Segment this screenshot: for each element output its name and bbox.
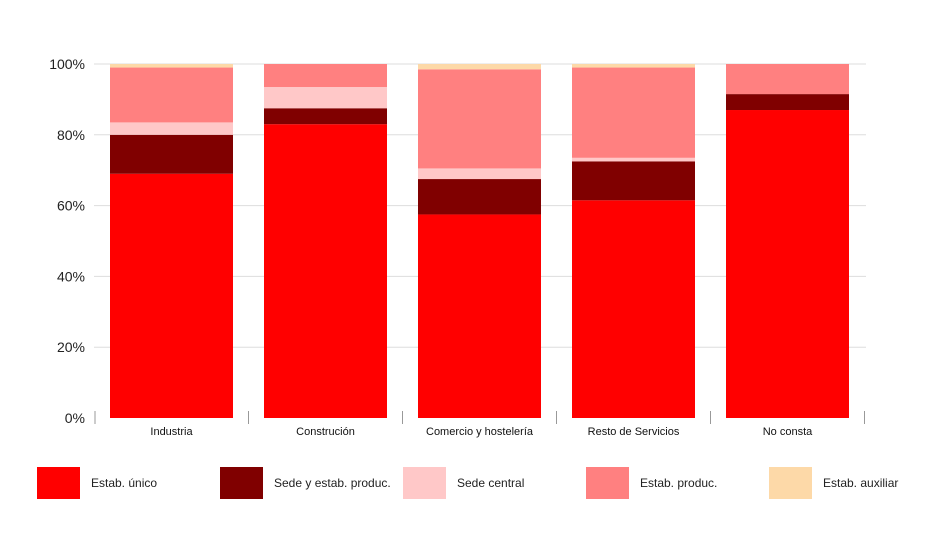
y-tick-label-2: 40% bbox=[57, 268, 85, 284]
x-axis: Industria Construción Comercio y hostelerí… bbox=[94, 411, 865, 438]
legend-label-estab-produc: Estab. produc. bbox=[640, 476, 717, 490]
bar-industria-estab-unico bbox=[110, 173, 233, 418]
bar-resto-de-servicios-estab-unico bbox=[572, 200, 695, 418]
bar-construcion-estab-produc bbox=[264, 64, 387, 88]
x-tick-label-construcion: Construción bbox=[296, 426, 355, 438]
y-tick-label-3: 60% bbox=[57, 198, 85, 214]
bar-industria-sede-y-estab-produc bbox=[110, 134, 233, 174]
bar-no-consta-estab-unico bbox=[726, 110, 849, 419]
bar-comercio-y-hosteleria-sede-central bbox=[418, 168, 541, 180]
legend-swatch-sede-y-estab-produc bbox=[220, 467, 263, 499]
bar-no-consta-sede-y-estab-produc bbox=[726, 94, 849, 111]
bar-construcion-estab-unico bbox=[264, 124, 387, 419]
x-tick-label-comercio-y-hosteleria: Comercio y hostelería bbox=[426, 426, 534, 438]
bar-industria-estab-auxiliar bbox=[110, 64, 233, 68]
x-tick-label-industria: Industria bbox=[150, 426, 193, 438]
bar-comercio-y-hosteleria-estab-unico bbox=[418, 214, 541, 418]
y-tick-label-1: 20% bbox=[57, 339, 85, 355]
bar-resto-de-servicios-sede-central bbox=[572, 157, 695, 162]
legend: Estab. único Sede y estab. produc. Sede ce… bbox=[37, 467, 898, 499]
x-tick-label-no-consta: No consta bbox=[763, 426, 813, 438]
bar-industria-estab-produc bbox=[110, 67, 233, 123]
y-tick-label-4: 80% bbox=[57, 127, 85, 143]
bar-comercio-y-hosteleria-estab-auxiliar bbox=[418, 64, 541, 70]
legend-swatch-estab-produc bbox=[586, 467, 629, 499]
bar-comercio-y-hosteleria-estab-produc bbox=[418, 69, 541, 169]
bar-industria-sede-central bbox=[110, 122, 233, 135]
legend-label-sede-y-estab-produc: Sede y estab. produc. bbox=[274, 476, 391, 490]
y-tick-label-0: 0% bbox=[65, 410, 85, 426]
x-tick-label-resto-de-servicios: Resto de Servicios bbox=[588, 426, 680, 438]
legend-swatch-estab-auxiliar bbox=[769, 467, 812, 499]
bar-construcion-sede-central bbox=[264, 87, 387, 109]
bar-resto-de-servicios-estab-auxiliar bbox=[572, 64, 695, 68]
bars bbox=[110, 64, 849, 419]
legend-swatch-sede-central bbox=[403, 467, 446, 499]
bar-comercio-y-hosteleria-sede-y-estab-produc bbox=[418, 179, 541, 215]
legend-label-sede-central: Sede central bbox=[457, 476, 524, 490]
legend-label-estab-auxiliar: Estab. auxiliar bbox=[823, 476, 898, 490]
y-tick-label-5: 100% bbox=[49, 56, 85, 72]
y-axis: 0% 20% 40% 60% 80% 100% bbox=[49, 56, 85, 426]
bar-construcion-sede-y-estab-produc bbox=[264, 108, 387, 125]
legend-swatch-estab-unico bbox=[37, 467, 80, 499]
bar-no-consta-estab-produc bbox=[726, 64, 849, 95]
legend-label-estab-unico: Estab. único bbox=[91, 476, 157, 490]
bar-resto-de-servicios-estab-produc bbox=[572, 67, 695, 158]
bar-resto-de-servicios-sede-y-estab-produc bbox=[572, 161, 695, 201]
